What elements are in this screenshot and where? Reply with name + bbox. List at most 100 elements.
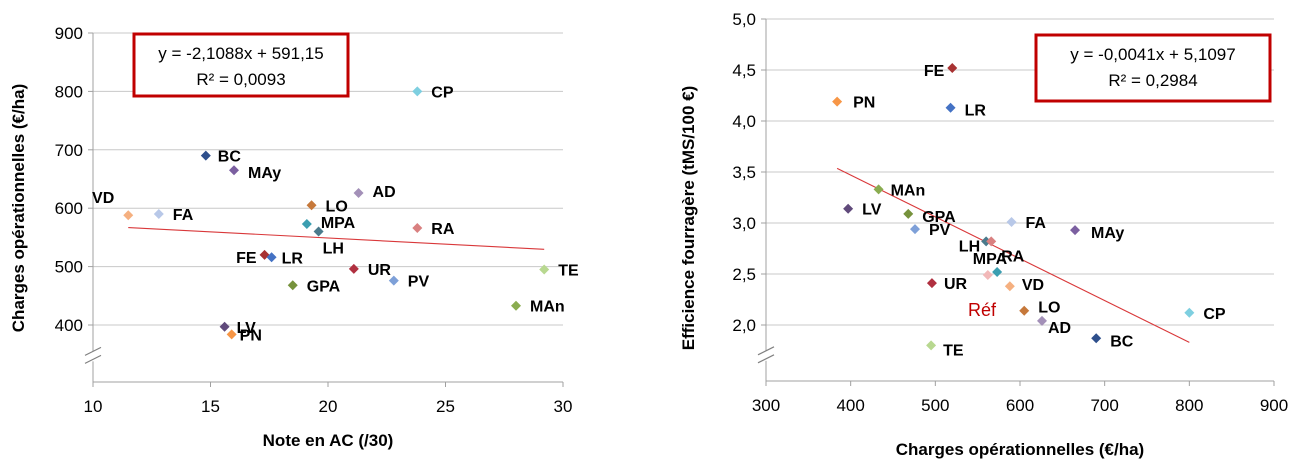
data-point-mpa (992, 266, 1003, 277)
axis-break-mask (84, 351, 102, 362)
equation-box (1034, 33, 1272, 103)
y-axis-title: Charges opérationnelles (€/ha) (9, 84, 28, 332)
data-label: VD (92, 190, 114, 207)
data-point-bc (200, 150, 211, 161)
data-label: MPA (321, 215, 356, 232)
y-tick-label: 2,5 (732, 265, 756, 284)
data-label: CP (431, 84, 454, 101)
data-point-pn (226, 329, 237, 340)
x-tick-label: 800 (1175, 396, 1203, 415)
x-tick-label: 600 (1006, 396, 1034, 415)
data-label: PN (853, 95, 875, 112)
data-label: LV (862, 202, 882, 219)
x-tick-label: 20 (319, 397, 338, 416)
data-label: MAy (1091, 225, 1124, 242)
y-tick-label: 5,0 (732, 10, 756, 29)
x-tick-label: 700 (1090, 396, 1118, 415)
y-tick-label: 3,5 (732, 163, 756, 182)
x-tick-label: 15 (201, 397, 220, 416)
data-point-fe (947, 62, 958, 73)
data-point-ra (412, 223, 423, 234)
data-point-vd (1004, 281, 1015, 292)
data-point-man (511, 300, 521, 311)
data-point-lv (219, 321, 230, 332)
data-point-cp (412, 86, 423, 97)
data-label: FA (173, 207, 194, 224)
data-label: LH (323, 241, 344, 258)
equation-line: y = -0,0041x + 5,1097 (1070, 45, 1235, 64)
y-tick-label: 700 (55, 141, 83, 160)
reference-annotation: Réf (968, 300, 997, 320)
trendline (836, 167, 1190, 343)
y-tick-label: 4,0 (732, 112, 756, 131)
x-tick-label: 400 (836, 396, 864, 415)
data-label: UR (944, 276, 968, 293)
data-point-lv (843, 203, 854, 214)
axis-break-mark (84, 346, 102, 356)
r-squared-line: R² = 0,0093 (196, 70, 285, 89)
data-label: LH (959, 238, 980, 255)
data-point-man (873, 184, 884, 195)
data-label: LO (1038, 300, 1060, 317)
y-axis-title: Efficience fourragère (tMS/100 €) (679, 86, 698, 351)
data-label: BC (218, 149, 242, 166)
equation-box (132, 32, 350, 98)
data-point-cp (1184, 307, 1195, 318)
x-axis-title: Charges opérationnelles (€/ha) (896, 440, 1144, 459)
y-tick-label: 800 (55, 82, 83, 101)
data-label: RA (431, 221, 455, 238)
data-point-fa (1006, 216, 1017, 227)
x-tick-label: 900 (1260, 396, 1288, 415)
x-tick-label: 25 (436, 397, 455, 416)
y-tick-label: 3,0 (732, 214, 756, 233)
data-point-gpa (903, 208, 914, 219)
data-label: MAn (891, 182, 926, 199)
data-label: GPA (922, 209, 956, 226)
data-label: GPA (307, 278, 341, 295)
data-label: AD (373, 184, 396, 201)
data-label: TE (943, 342, 964, 359)
data-label: LR (282, 250, 304, 267)
r-squared-line: R² = 0,2984 (1108, 71, 1197, 90)
data-label: PV (929, 222, 951, 239)
data-point-lh (981, 236, 992, 247)
axis-break-mask (757, 350, 775, 361)
data-point-te (539, 264, 550, 275)
data-point-ur (926, 278, 937, 289)
data-label: FA (1026, 215, 1047, 232)
data-point-pv (910, 224, 921, 235)
data-point-lr (945, 102, 956, 113)
data-point-bc (1091, 333, 1102, 344)
data-label: TE (558, 263, 579, 280)
axis-break-mark (757, 354, 775, 364)
data-point-lo (1019, 305, 1030, 316)
data-label: AD (1048, 320, 1071, 337)
data-label: BC (1110, 333, 1134, 350)
data-point-fa (153, 209, 164, 220)
data-point-pn (832, 96, 843, 107)
axis-break-mark (757, 346, 775, 356)
data-label: FE (236, 250, 257, 267)
data-label: MPA (973, 251, 1008, 268)
data-point-fe (259, 249, 270, 260)
chart-efficience-vs-charges: 2,0 2,5 3,0 3,5 4,0 4,5 5,0 300 400 500 600 700 800 9… (679, 10, 1288, 459)
data-point-lo (306, 200, 317, 211)
data-label: LV (237, 320, 257, 337)
data-point-te (926, 340, 937, 351)
data-point-lr (266, 252, 277, 263)
y-tick-label: 600 (55, 199, 83, 218)
data-label: VD (1022, 277, 1044, 294)
data-point-vd (123, 210, 134, 221)
data-label: FE (924, 63, 945, 80)
data-label: MAn (530, 299, 565, 316)
data-point-lh (313, 226, 324, 237)
data-point-ur (348, 263, 359, 274)
data-point-may (1070, 225, 1081, 236)
data-point-gpa (287, 280, 298, 291)
y-tick-label: 500 (55, 258, 83, 277)
x-axis-title: Note en AC (/30) (263, 431, 394, 450)
x-tick-label: 300 (752, 396, 780, 415)
data-label: LR (965, 103, 987, 120)
x-tick-label: 30 (554, 397, 573, 416)
